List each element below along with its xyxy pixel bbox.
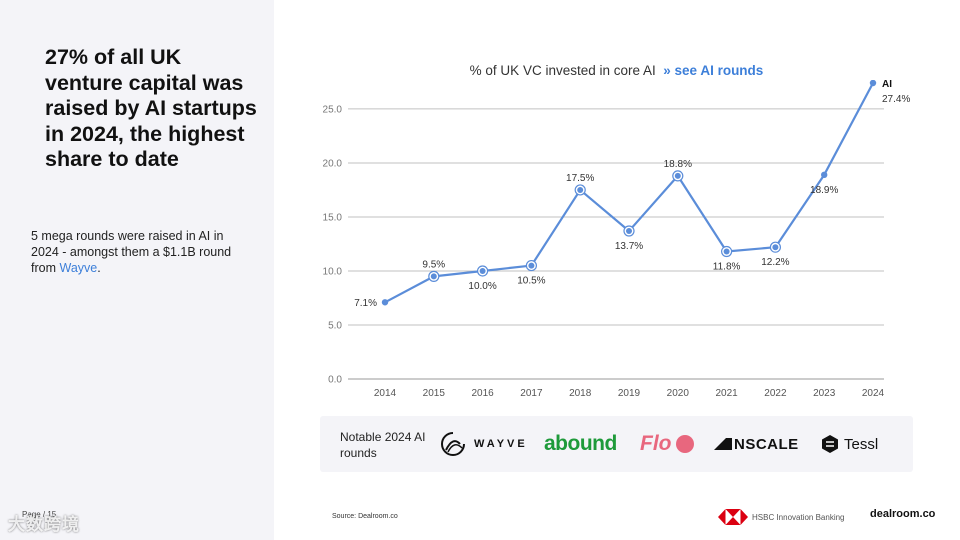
data-label: 13.7%: [615, 241, 643, 252]
data-label: 9.5%: [422, 259, 445, 270]
see-ai-rounds-link[interactable]: » see AI rounds: [663, 63, 764, 78]
data-point: [674, 172, 681, 179]
x-tick-label: 2019: [618, 388, 641, 399]
tessl-cube-icon: [822, 435, 838, 453]
data-label: 18.9%: [810, 185, 838, 196]
hsbc-logo: HSBC Innovation Banking: [718, 507, 845, 527]
data-point: [430, 273, 437, 280]
x-tick-label: 2018: [569, 388, 592, 399]
data-label: 11.8%: [713, 262, 741, 273]
data-point: [528, 262, 535, 269]
left-panel: 27% of all UK venture capital was raised…: [0, 0, 274, 540]
data-point: [479, 267, 486, 274]
x-tick-label: 2016: [471, 388, 494, 399]
data-label: 18.8%: [664, 159, 692, 170]
data-point: [869, 80, 877, 87]
notable-rounds-label: Notable 2024 AI rounds: [340, 430, 426, 460]
data-point: [577, 186, 584, 193]
hsbc-text: HSBC Innovation Banking: [752, 512, 845, 522]
flo-logo-text: Flo: [640, 432, 672, 455]
body-text-main: 5 mega rounds were raised in AI in 2024 …: [31, 229, 232, 275]
y-tick-label: 10.0: [323, 266, 343, 277]
x-tick-label: 2020: [667, 388, 690, 399]
chart-title: % of UK VC invested in core AI » see AI …: [320, 63, 913, 78]
data-label: 7.1%: [354, 298, 377, 309]
nscale-logo-text: NSCALE: [734, 435, 799, 453]
flo-blob-icon: [675, 435, 694, 453]
data-label: 17.5%: [566, 173, 594, 184]
x-tick-label: 2017: [520, 388, 543, 399]
notable-rounds-panel: Notable 2024 AI rounds WAYVE abound Flo …: [320, 416, 913, 472]
series-line: [384, 82, 874, 304]
data-point: [723, 248, 730, 255]
y-tick-label: 15.0: [323, 212, 343, 223]
headline: 27% of all UK venture capital was raised…: [45, 45, 257, 171]
y-tick-label: 5.0: [328, 320, 342, 331]
wayve-logo-text: WAYVE: [474, 438, 528, 450]
tessl-logo-text: Tessl: [844, 435, 879, 453]
data-label: 10.5%: [517, 276, 545, 287]
hsbc-hexagon-icon: [718, 509, 748, 525]
data-label: 27.4%: [882, 94, 910, 105]
y-tick-label: 25.0: [323, 104, 343, 115]
chart-title-text: % of UK VC invested in core AI: [469, 63, 656, 78]
x-tick-label: 2014: [374, 388, 397, 399]
y-tick-label: 0.0: [328, 375, 342, 386]
flo-logo: Flo: [640, 430, 696, 458]
data-point: [381, 299, 389, 306]
data-point: [626, 228, 632, 234]
x-tick-label: 2015: [423, 388, 446, 399]
dealroom-logo: dealroom.co: [870, 508, 936, 520]
body-text-suffix: .: [97, 261, 101, 275]
page-number: Page / 15: [22, 510, 57, 519]
data-label: 12.2%: [761, 257, 789, 268]
series-name-label: AI: [882, 80, 892, 90]
body-text: 5 mega rounds were raised in AI in 2024 …: [31, 228, 246, 276]
x-tick-label: 2022: [764, 388, 787, 399]
data-point: [821, 171, 828, 179]
watermark: 大数跨境: [8, 515, 80, 534]
nscale-mark-icon: [714, 438, 732, 450]
tessl-logo: Tessl: [820, 430, 878, 458]
data-label: 10.0%: [468, 281, 496, 292]
source-note: Source: Dealroom.co: [332, 513, 398, 520]
wayve-link[interactable]: Wayve: [59, 261, 98, 275]
data-point: [772, 244, 779, 251]
y-tick-label: 20.0: [323, 158, 343, 169]
x-tick-label: 2024: [862, 388, 885, 399]
wayve-logo: WAYVE: [438, 430, 528, 458]
wayve-mark-icon: [441, 432, 465, 456]
x-tick-label: 2023: [813, 388, 836, 399]
x-tick-label: 2021: [715, 388, 738, 399]
nscale-logo: NSCALE: [714, 430, 799, 458]
abound-logo: abound: [544, 432, 617, 455]
line-chart: 0.0 5.0 10.0 15.0 20.0 25.0 2014 2015 2016 2017 20…: [323, 80, 910, 399]
